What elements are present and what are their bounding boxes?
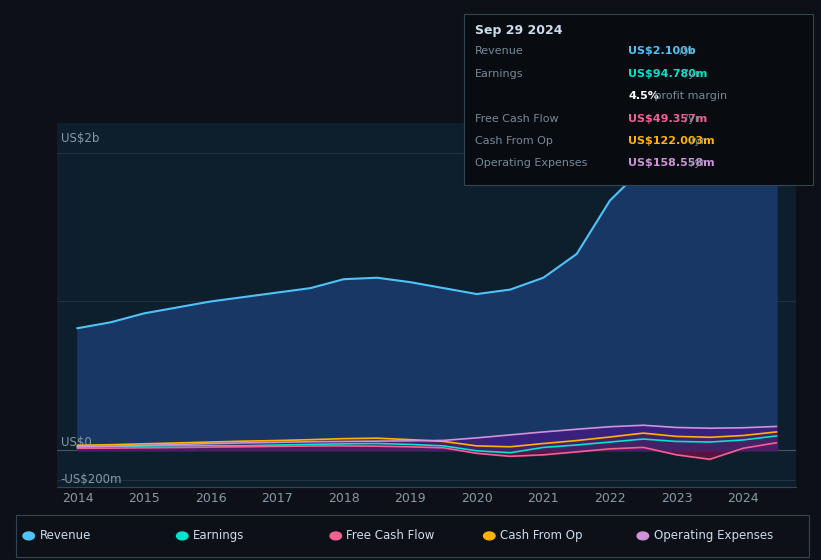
Text: Free Cash Flow: Free Cash Flow: [346, 529, 435, 543]
Text: profit margin: profit margin: [651, 91, 727, 101]
Text: 4.5%: 4.5%: [628, 91, 659, 101]
Text: Operating Expenses: Operating Expenses: [654, 529, 773, 543]
Text: Cash From Op: Cash From Op: [500, 529, 582, 543]
Text: Sep 29 2024: Sep 29 2024: [475, 24, 562, 37]
Text: US$94.780m: US$94.780m: [628, 69, 708, 79]
Text: US$122.003m: US$122.003m: [628, 136, 715, 146]
Text: Revenue: Revenue: [39, 529, 91, 543]
Text: Free Cash Flow: Free Cash Flow: [475, 114, 558, 124]
Text: US$2.100b: US$2.100b: [628, 46, 695, 57]
Text: Cash From Op: Cash From Op: [475, 136, 553, 146]
Text: US$2b: US$2b: [61, 133, 99, 146]
Text: US$49.357m: US$49.357m: [628, 114, 708, 124]
Text: US$158.558m: US$158.558m: [628, 158, 715, 169]
Text: US$0: US$0: [61, 436, 92, 449]
Text: Operating Expenses: Operating Expenses: [475, 158, 587, 169]
Text: -US$200m: -US$200m: [61, 473, 122, 486]
Text: Revenue: Revenue: [475, 46, 523, 57]
Text: /yr: /yr: [686, 136, 705, 146]
Text: /yr: /yr: [681, 114, 700, 124]
Text: /yr: /yr: [677, 46, 695, 57]
Text: Earnings: Earnings: [475, 69, 523, 79]
Text: /yr: /yr: [681, 69, 700, 79]
Text: /yr: /yr: [686, 158, 705, 169]
Text: Earnings: Earnings: [193, 529, 245, 543]
